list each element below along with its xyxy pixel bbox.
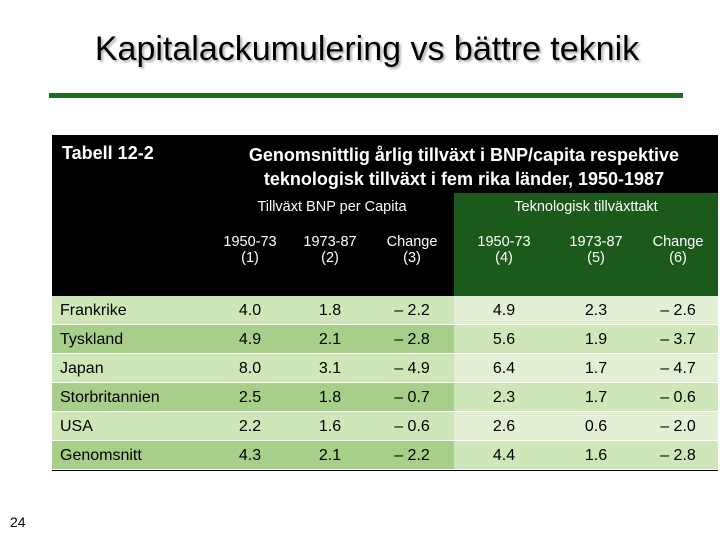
table-row: USA 2.2 1.6 – 0.6 2.6 0.6 – 2.0 bbox=[52, 412, 718, 441]
row-value-col-5: 1.7 bbox=[584, 389, 608, 406]
row-value-col-4: 5.6 bbox=[492, 331, 516, 348]
row-value-col-2: 3.1 bbox=[318, 360, 342, 377]
row-bg-right bbox=[454, 296, 718, 325]
slide-title: Kapitalackumulering vs bättre teknik bbox=[94, 30, 640, 68]
row-value-col-1: 4.0 bbox=[238, 302, 262, 319]
row-value-col-3: – 0.7 bbox=[394, 389, 430, 406]
row-value-col-3: – 4.9 bbox=[394, 360, 430, 377]
table-row: Tyskland 4.9 2.1 – 2.8 5.6 1.9 – 3.7 bbox=[52, 325, 718, 354]
col-header-6: Change (6) bbox=[652, 234, 704, 266]
group-header-gdp: Tillväxt BNP per Capita bbox=[257, 199, 407, 215]
row-value-col-1: 4.3 bbox=[238, 447, 262, 464]
row-value-col-5: 1.6 bbox=[584, 447, 608, 464]
col-header-1: 1950-73 (1) bbox=[223, 234, 277, 266]
row-value-col-5: 2.3 bbox=[584, 302, 608, 319]
row-value-col-1: 2.2 bbox=[238, 418, 262, 435]
row-value-col-2: 1.8 bbox=[318, 389, 342, 406]
row-value-col-4: 6.4 bbox=[492, 360, 516, 377]
row-value-col-4: 4.9 bbox=[492, 302, 516, 319]
col-header-2: 1973-87 (2) bbox=[303, 234, 357, 266]
row-bg-left bbox=[52, 441, 454, 470]
row-country: Tyskland bbox=[60, 331, 124, 348]
row-value-col-4: 2.6 bbox=[492, 418, 516, 435]
row-bg-right bbox=[454, 325, 718, 354]
row-value-col-1: 4.9 bbox=[238, 331, 262, 348]
col-header-4: 1950-73 (4) bbox=[477, 234, 531, 266]
row-value-col-2: 2.1 bbox=[318, 331, 342, 348]
row-value-col-3: – 2.8 bbox=[394, 331, 430, 348]
row-value-col-1: 2.5 bbox=[238, 389, 262, 406]
row-country: Storbritannien bbox=[60, 389, 160, 406]
row-value-col-4: 2.3 bbox=[492, 389, 516, 406]
row-country: USA bbox=[60, 418, 93, 435]
row-value-col-4: 4.4 bbox=[492, 447, 516, 464]
col-header-5: 1973-87 (5) bbox=[569, 234, 623, 266]
row-bg-right bbox=[454, 354, 718, 383]
row-country: Frankrike bbox=[60, 302, 127, 319]
row-country: Genomsnitt bbox=[60, 447, 142, 464]
row-value-col-1: 8.0 bbox=[238, 360, 262, 377]
row-value-col-3: – 2.2 bbox=[394, 302, 430, 319]
row-bg-left bbox=[52, 296, 454, 325]
row-bg-left bbox=[52, 325, 454, 354]
row-value-col-6: – 2.6 bbox=[660, 302, 696, 319]
row-value-col-2: 1.6 bbox=[318, 418, 342, 435]
row-bg-left bbox=[52, 412, 454, 441]
row-bg-right bbox=[454, 383, 718, 412]
title-divider bbox=[49, 93, 683, 98]
col-header-3: Change (3) bbox=[386, 234, 438, 266]
row-value-col-3: – 0.6 bbox=[394, 418, 430, 435]
row-value-col-6: – 4.7 bbox=[660, 360, 696, 377]
row-value-col-6: – 0.6 bbox=[660, 389, 696, 406]
table-caption: Genomsnittlig årlig tillväxt i BNP/capit… bbox=[248, 145, 680, 189]
group-header-tech: Teknologisk tillväxttakt bbox=[514, 199, 658, 215]
row-value-col-5: 1.9 bbox=[584, 331, 608, 348]
row-value-col-2: 1.8 bbox=[318, 302, 342, 319]
row-value-col-2: 2.1 bbox=[318, 447, 342, 464]
group-header-bg-gdp bbox=[210, 193, 454, 296]
row-value-col-6: – 2.0 bbox=[660, 418, 696, 435]
page-number: 24 bbox=[10, 514, 26, 530]
row-bg-right bbox=[454, 441, 718, 470]
row-value-col-5: 0.6 bbox=[584, 418, 608, 435]
group-header-bg-tech bbox=[454, 193, 718, 296]
row-bg-left bbox=[52, 354, 454, 383]
row-value-col-5: 1.7 bbox=[584, 360, 608, 377]
table-row: Storbritannien 2.5 1.8 – 0.7 2.3 1.7 – 0.6 bbox=[52, 383, 718, 412]
table-row: Genomsnitt 4.3 2.1 – 2.2 4.4 1.6 – 2.8 bbox=[52, 441, 718, 470]
table-row: Japan 8.0 3.1 – 4.9 6.4 1.7 – 4.7 bbox=[52, 354, 718, 383]
row-country: Japan bbox=[60, 360, 104, 377]
row-value-col-3: – 2.2 bbox=[394, 447, 430, 464]
row-value-col-6: – 3.7 bbox=[660, 331, 696, 348]
table-row: Frankrike 4.0 1.8 – 2.2 4.9 2.3 – 2.6 bbox=[52, 296, 718, 325]
row-value-col-6: – 2.8 bbox=[660, 447, 696, 464]
row-bg-left bbox=[52, 383, 454, 412]
row-bg-right bbox=[454, 412, 718, 441]
table-label: Tabell 12-2 bbox=[62, 143, 154, 163]
